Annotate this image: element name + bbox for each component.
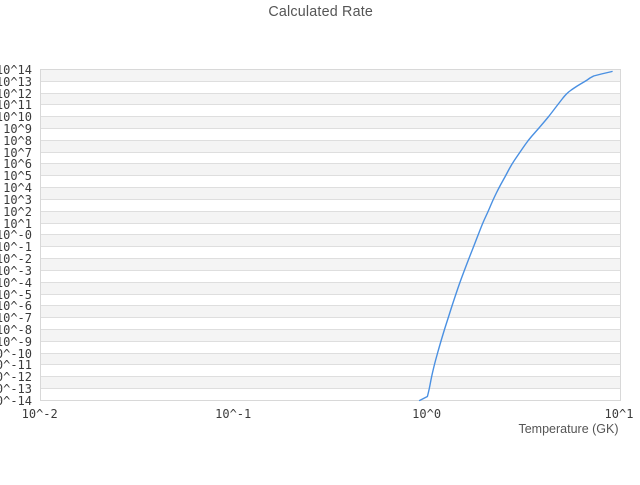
svg-text:Calculated Rate: Calculated Rate — [268, 4, 373, 20]
svg-text:10^5: 10^5 — [3, 169, 32, 183]
svg-text:10^-1: 10^-1 — [215, 407, 251, 421]
svg-text:10^-2: 10^-2 — [0, 252, 32, 266]
svg-text:10^6: 10^6 — [3, 157, 32, 171]
svg-text:10^-6: 10^-6 — [0, 299, 32, 313]
svg-text:10^-3: 10^-3 — [0, 264, 32, 278]
svg-text:10^-11: 10^-11 — [0, 358, 32, 372]
svg-text:10^-12: 10^-12 — [0, 370, 32, 384]
svg-text:10^12: 10^12 — [0, 87, 32, 101]
svg-text:10^-7: 10^-7 — [0, 311, 32, 325]
svg-text:10^-10: 10^-10 — [0, 347, 32, 361]
svg-text:10^1: 10^1 — [3, 217, 32, 231]
svg-text:10^10: 10^10 — [0, 110, 32, 124]
svg-text:10^3: 10^3 — [3, 193, 32, 207]
svg-text:10^9: 10^9 — [3, 122, 32, 136]
svg-text:10^14: 10^14 — [0, 63, 32, 77]
svg-text:10^-4: 10^-4 — [0, 276, 32, 290]
svg-text:10^-14: 10^-14 — [0, 394, 32, 408]
svg-text:10^8: 10^8 — [3, 134, 32, 148]
svg-text:10^-13: 10^-13 — [0, 382, 32, 396]
svg-text:10^-2: 10^-2 — [22, 407, 58, 421]
svg-text:10^4: 10^4 — [3, 181, 32, 195]
svg-text:10^13: 10^13 — [0, 75, 32, 89]
svg-text:10^0: 10^0 — [412, 407, 441, 421]
svg-text:Temperature (GK): Temperature (GK) — [518, 422, 618, 436]
svg-text:10^-5: 10^-5 — [0, 288, 32, 302]
svg-text:10^7: 10^7 — [3, 146, 32, 160]
svg-text:10^-1: 10^-1 — [0, 240, 32, 254]
svg-text:10^-9: 10^-9 — [0, 335, 32, 349]
svg-text:10^-0: 10^-0 — [0, 228, 32, 242]
svg-text:10^11: 10^11 — [0, 98, 32, 112]
svg-text:10^2: 10^2 — [3, 205, 32, 219]
svg-text:10^-8: 10^-8 — [0, 323, 32, 337]
svg-text:10^1: 10^1 — [605, 407, 634, 421]
